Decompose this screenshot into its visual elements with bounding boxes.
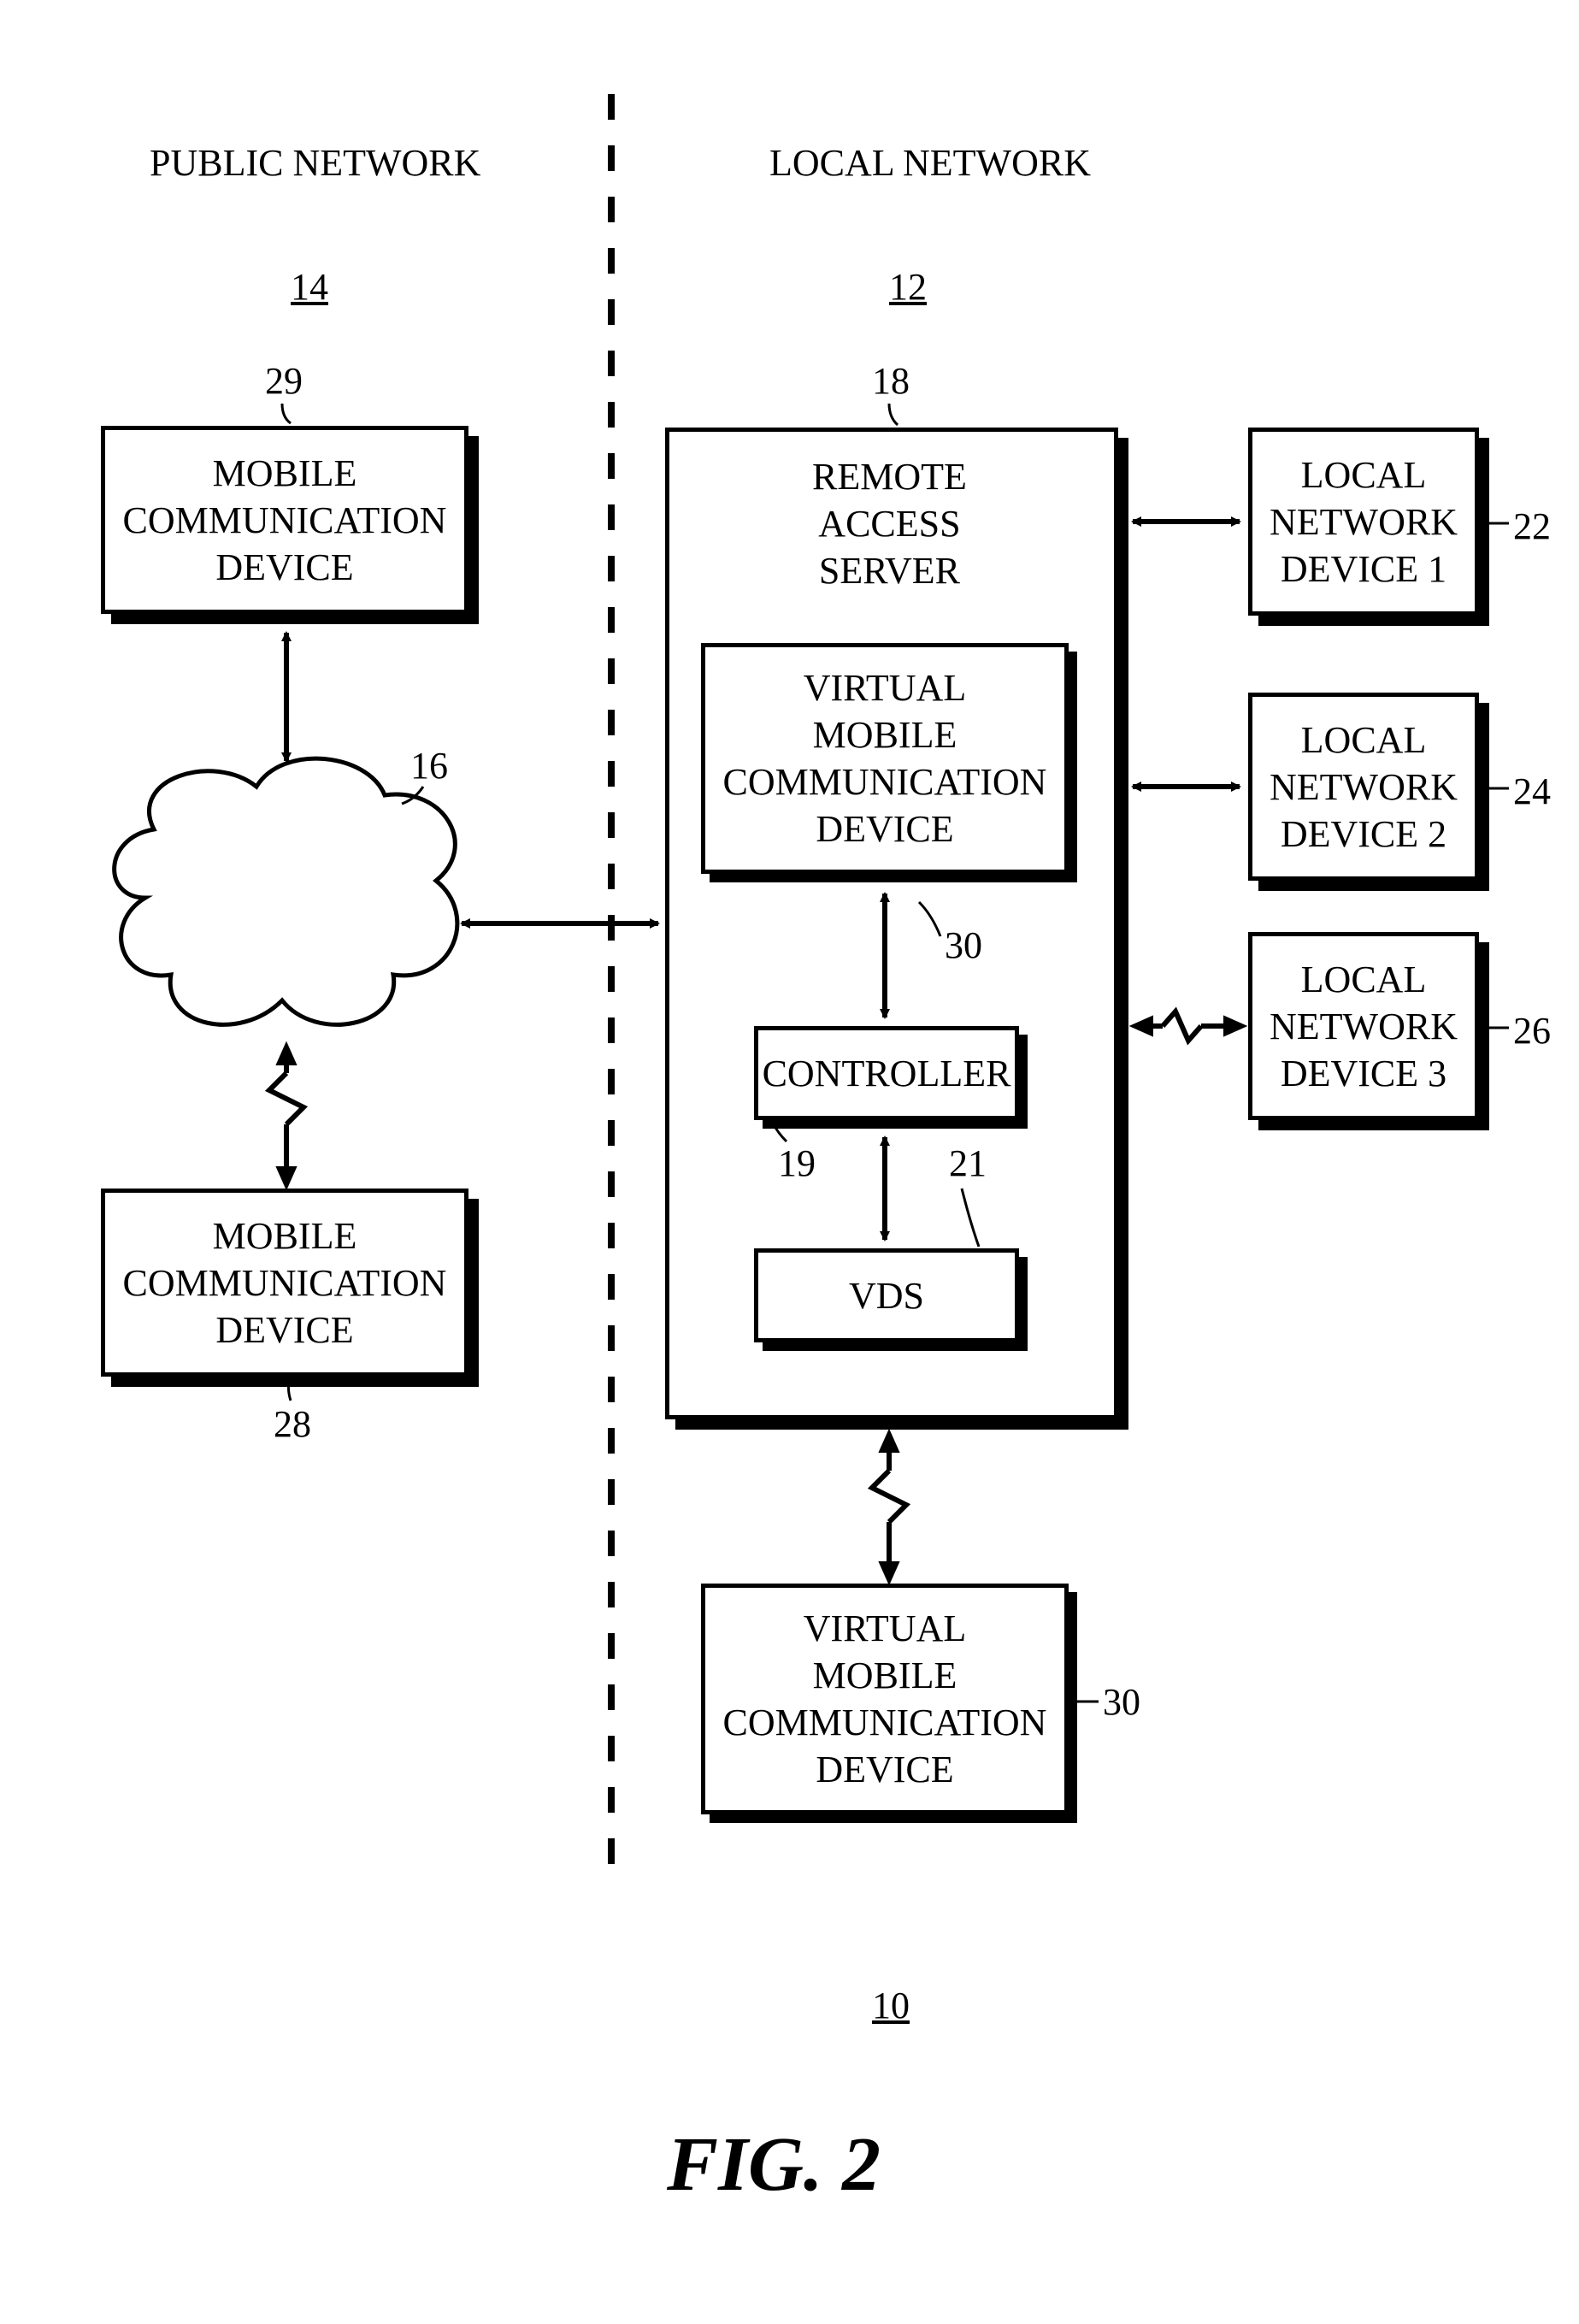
mobile-comm-device-top: MOBILE COMMUNICATION DEVICE [101,426,468,614]
header-local: LOCAL NETWORK [769,141,1091,185]
ref-controller: 19 [778,1141,816,1185]
vds: VDS [754,1248,1019,1342]
vmcd-outer: VIRTUAL MOBILE COMMUNICATION DEVICE [701,1584,1069,1814]
ref-mobile-top: 29 [265,359,303,403]
header-public: PUBLIC NETWORK [150,141,480,185]
ref-public-net: 14 [291,265,328,309]
ref-vds: 21 [949,1141,987,1185]
ref-ras: 18 [872,359,910,403]
vmcd-inner: VIRTUAL MOBILE COMMUNICATION DEVICE [701,643,1069,874]
internet-label: INTERNET [209,906,410,953]
ref-overall: 10 [872,1984,910,2027]
ref-dev3: 26 [1513,1009,1551,1053]
ref-local-net: 12 [889,265,927,309]
figure-caption: FIG. 2 [667,2121,881,2209]
ref-mobile-bottom: 28 [274,1402,311,1446]
mobile-comm-device-bottom: MOBILE COMMUNICATION DEVICE [101,1189,468,1377]
ref-vmcd-inner: 30 [945,923,982,967]
controller: CONTROLLER [754,1026,1019,1120]
ras-title: REMOTE ACCESS SERVER [812,453,967,594]
local-device-1: LOCAL NETWORK DEVICE 1 [1248,428,1479,616]
ref-internet: 16 [410,744,448,787]
local-device-2: LOCAL NETWORK DEVICE 2 [1248,693,1479,881]
ref-dev2: 24 [1513,770,1551,813]
ref-vmcd-outer: 30 [1103,1680,1140,1724]
local-device-3: LOCAL NETWORK DEVICE 3 [1248,932,1479,1120]
ref-dev1: 22 [1513,504,1551,548]
